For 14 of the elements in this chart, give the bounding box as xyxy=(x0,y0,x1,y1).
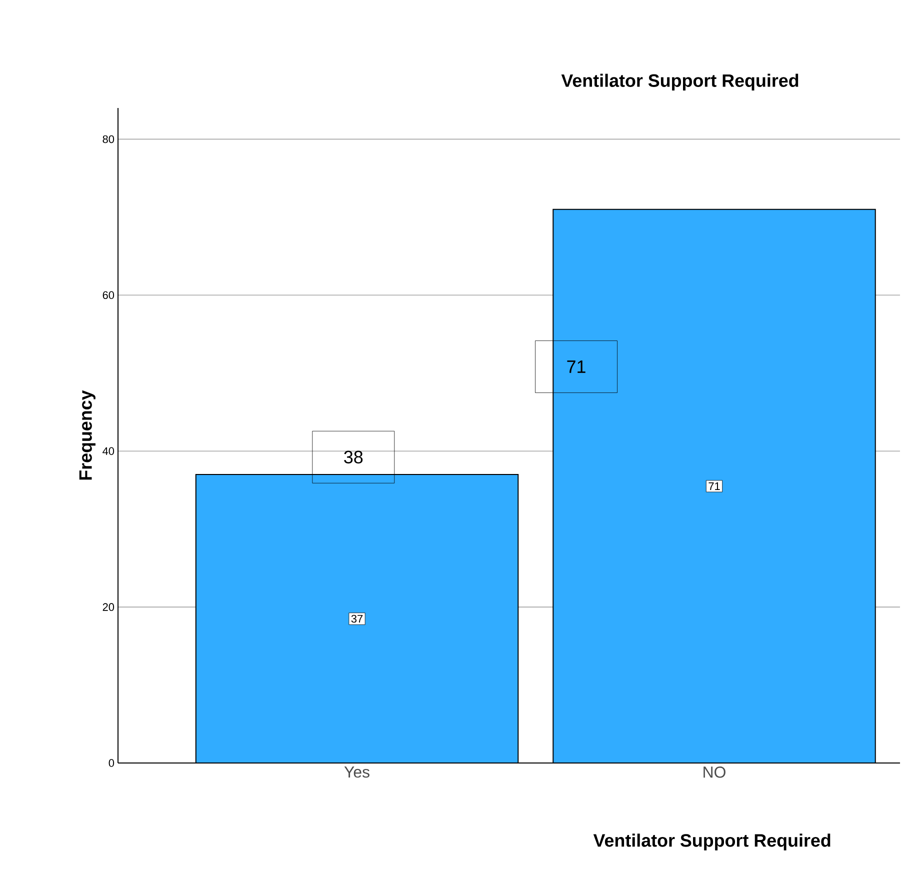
annotation: 71 xyxy=(708,482,720,490)
x-axis-title: Ventilator Support Required xyxy=(593,834,830,850)
data-label: 37 xyxy=(351,614,363,623)
x-tick-label: Yes xyxy=(344,766,370,778)
y-tick-label: 80 xyxy=(102,135,114,144)
annotation: 38 xyxy=(344,450,363,464)
y-tick-label: 60 xyxy=(102,291,114,300)
y-tick-label: 20 xyxy=(102,603,114,611)
data-label: 71 xyxy=(567,360,586,373)
chart-title: Ventilator Support Required xyxy=(561,74,798,91)
y-axis-title: Frequency xyxy=(79,390,96,480)
y-tick-label: 40 xyxy=(102,447,114,455)
y-tick-label: 0 xyxy=(108,759,114,767)
x-tick-label: NO xyxy=(704,766,726,778)
